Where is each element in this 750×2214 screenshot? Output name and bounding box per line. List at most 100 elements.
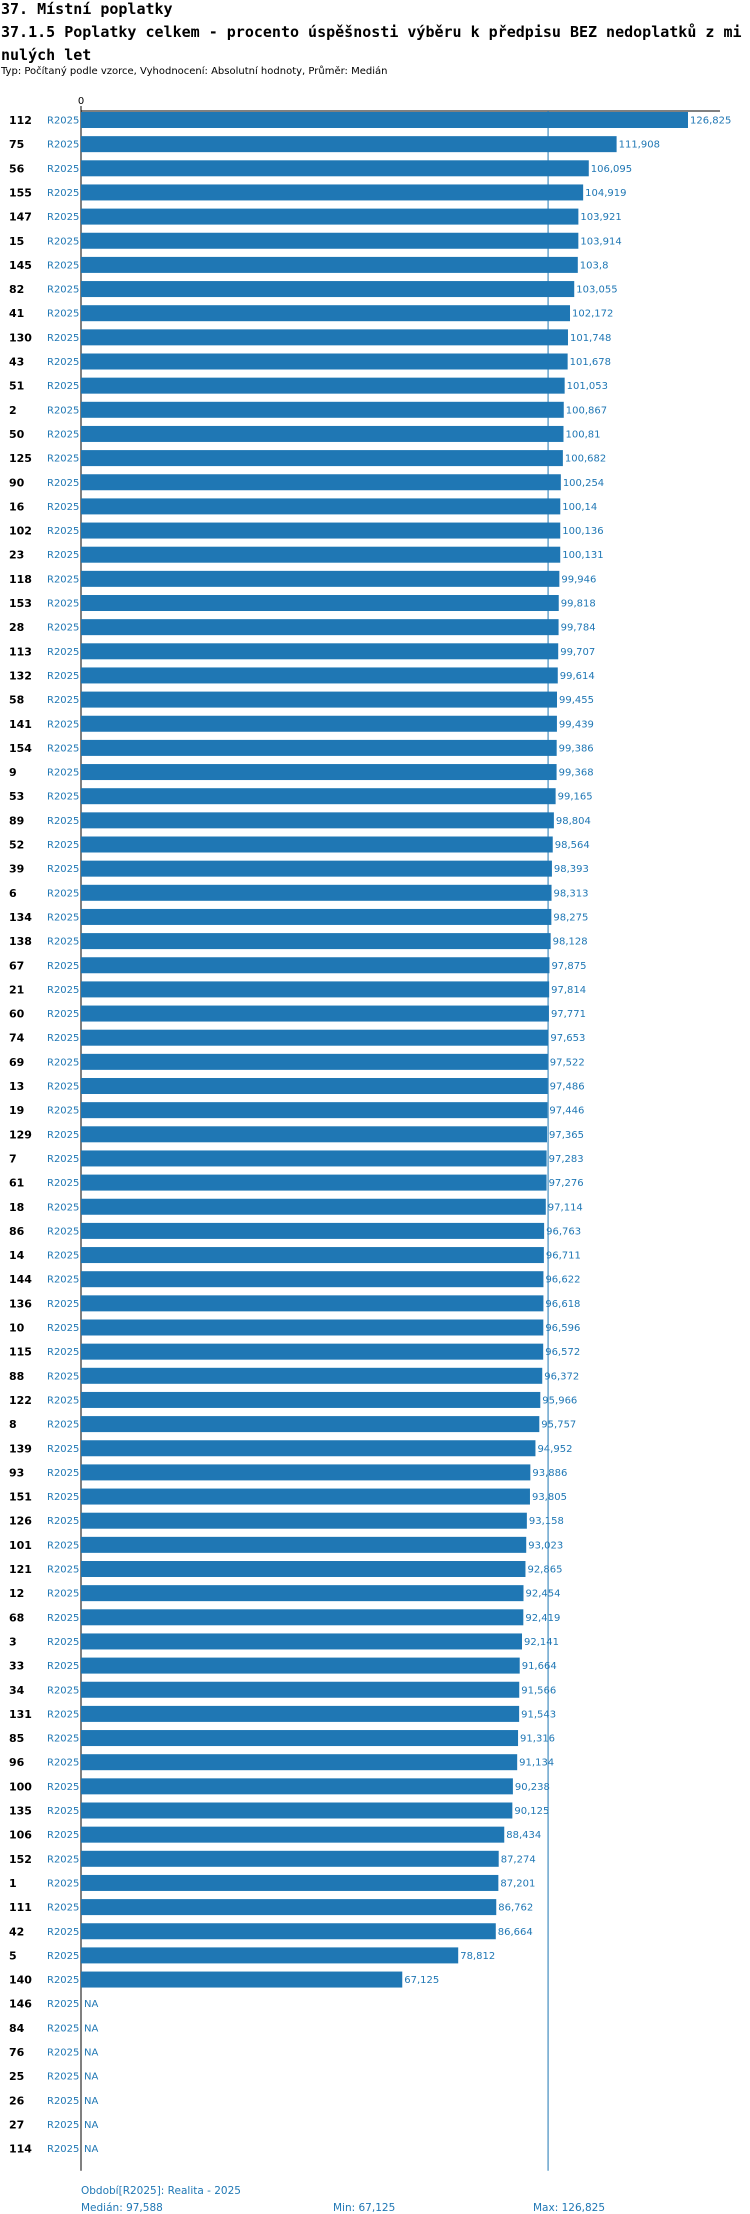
series-label: R2025 bbox=[47, 743, 79, 754]
category-label: 139 bbox=[9, 1442, 32, 1455]
bar bbox=[81, 425, 564, 442]
bar bbox=[81, 1440, 536, 1457]
category-label: 111 bbox=[9, 1901, 32, 1914]
data-label: 98,393 bbox=[554, 864, 589, 875]
data-label: 93,158 bbox=[529, 1516, 564, 1527]
series-label: R2025 bbox=[47, 502, 79, 513]
bar bbox=[81, 1319, 544, 1336]
category-label: 13 bbox=[9, 1080, 24, 1093]
bar bbox=[81, 112, 688, 128]
series-label: R2025 bbox=[47, 2048, 79, 2059]
data-label: 67,125 bbox=[404, 1975, 439, 1986]
data-label: 91,543 bbox=[521, 1709, 556, 1720]
series-label: R2025 bbox=[47, 1927, 79, 1938]
bar bbox=[81, 1923, 496, 1940]
bar bbox=[81, 377, 565, 394]
series-label: R2025 bbox=[47, 695, 79, 706]
data-label: 100,81 bbox=[565, 429, 600, 440]
series-label: R2025 bbox=[47, 1178, 79, 1189]
bar bbox=[81, 353, 568, 370]
series-label: R2025 bbox=[47, 116, 79, 127]
category-label: 19 bbox=[9, 1104, 24, 1117]
bar bbox=[81, 329, 568, 346]
series-label: R2025 bbox=[47, 912, 79, 923]
category-label: 136 bbox=[9, 1297, 32, 1310]
data-label: 126,825 bbox=[690, 116, 731, 127]
category-label: 102 bbox=[9, 525, 32, 538]
category-label: 74 bbox=[9, 1032, 25, 1045]
series-label: R2025 bbox=[47, 1323, 79, 1334]
series-label: R2025 bbox=[47, 357, 79, 368]
data-label: 99,386 bbox=[559, 743, 594, 754]
data-label: 99,707 bbox=[560, 647, 595, 658]
category-label: 84 bbox=[9, 2022, 25, 2035]
bar bbox=[81, 933, 551, 950]
data-label: 96,372 bbox=[544, 1371, 579, 1382]
series-label: R2025 bbox=[47, 478, 79, 489]
data-label: 97,365 bbox=[549, 1130, 584, 1141]
category-label: 89 bbox=[9, 814, 24, 827]
data-label: 98,804 bbox=[556, 816, 591, 827]
series-label: R2025 bbox=[47, 768, 79, 779]
series-label: R2025 bbox=[47, 1154, 79, 1165]
series-label: R2025 bbox=[47, 1903, 79, 1914]
data-label: 103,921 bbox=[580, 212, 621, 223]
data-label: 101,748 bbox=[570, 333, 611, 344]
bar bbox=[81, 1053, 548, 1070]
series-label: R2025 bbox=[47, 1540, 79, 1551]
bar bbox=[81, 1295, 544, 1312]
data-label: 103,055 bbox=[576, 285, 617, 296]
footer-median: Medián: 97,588 bbox=[81, 2202, 163, 2214]
category-label: 130 bbox=[9, 331, 32, 344]
category-label: 69 bbox=[9, 1056, 24, 1069]
category-label: 144 bbox=[9, 1273, 32, 1286]
bar bbox=[81, 812, 554, 829]
bar bbox=[81, 546, 561, 563]
data-label: NA bbox=[84, 2023, 98, 2034]
series-label: R2025 bbox=[47, 792, 79, 803]
series-label: R2025 bbox=[47, 1468, 79, 1479]
category-label: 33 bbox=[9, 1660, 24, 1673]
data-label: 99,455 bbox=[559, 695, 594, 706]
series-label: R2025 bbox=[47, 1371, 79, 1382]
bar bbox=[81, 1899, 497, 1916]
series-label: R2025 bbox=[47, 285, 79, 296]
series-label: R2025 bbox=[47, 1106, 79, 1117]
data-label: 98,275 bbox=[553, 912, 588, 923]
category-label: 21 bbox=[9, 983, 24, 996]
series-label: R2025 bbox=[47, 188, 79, 199]
category-label: 50 bbox=[9, 428, 25, 441]
category-label: 131 bbox=[9, 1708, 32, 1721]
series-label: R2025 bbox=[47, 1226, 79, 1237]
data-label: 96,763 bbox=[546, 1226, 581, 1237]
category-label: 52 bbox=[9, 839, 24, 852]
data-label: 91,566 bbox=[521, 1685, 556, 1696]
category-label: 90 bbox=[9, 476, 25, 489]
data-label: 103,8 bbox=[580, 260, 609, 271]
bar bbox=[81, 1078, 548, 1094]
series-label: R2025 bbox=[47, 309, 79, 320]
data-label: 99,818 bbox=[561, 599, 596, 610]
series-label: R2025 bbox=[47, 937, 79, 948]
category-label: 129 bbox=[9, 1128, 32, 1141]
bar bbox=[81, 232, 579, 249]
bar bbox=[81, 1826, 505, 1843]
category-label: 23 bbox=[9, 549, 24, 562]
data-label: 94,952 bbox=[537, 1444, 572, 1455]
bar bbox=[81, 1657, 520, 1674]
bar bbox=[81, 1391, 541, 1408]
bar bbox=[81, 1512, 527, 1529]
series-label: R2025 bbox=[47, 1589, 79, 1600]
category-label: 60 bbox=[9, 1008, 25, 1021]
series-label: R2025 bbox=[47, 574, 79, 585]
data-label: 97,522 bbox=[550, 1057, 585, 1068]
series-label: R2025 bbox=[47, 1830, 79, 1841]
data-label: NA bbox=[84, 1999, 98, 2010]
data-label: 96,711 bbox=[546, 1251, 581, 1262]
bar bbox=[81, 619, 559, 636]
data-label: 98,313 bbox=[554, 888, 589, 899]
category-label: 113 bbox=[9, 645, 32, 658]
series-label: R2025 bbox=[47, 816, 79, 827]
data-label: 91,316 bbox=[520, 1734, 555, 1745]
bar bbox=[81, 1029, 549, 1046]
